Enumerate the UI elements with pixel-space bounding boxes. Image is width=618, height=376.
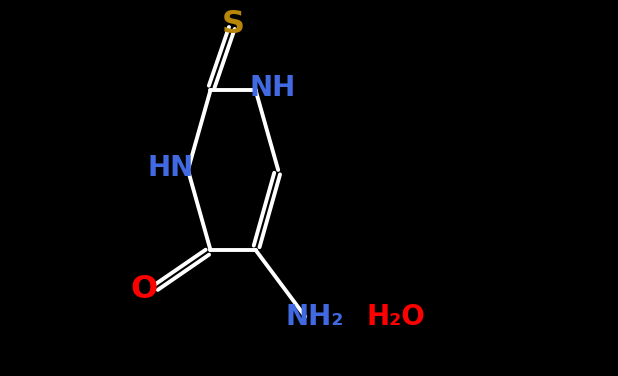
Text: HN: HN — [148, 154, 194, 182]
Text: NH₂: NH₂ — [286, 303, 344, 331]
Text: O: O — [130, 274, 157, 305]
Text: S: S — [221, 9, 245, 40]
Text: NH: NH — [250, 74, 295, 102]
Text: H₂O: H₂O — [366, 303, 425, 331]
